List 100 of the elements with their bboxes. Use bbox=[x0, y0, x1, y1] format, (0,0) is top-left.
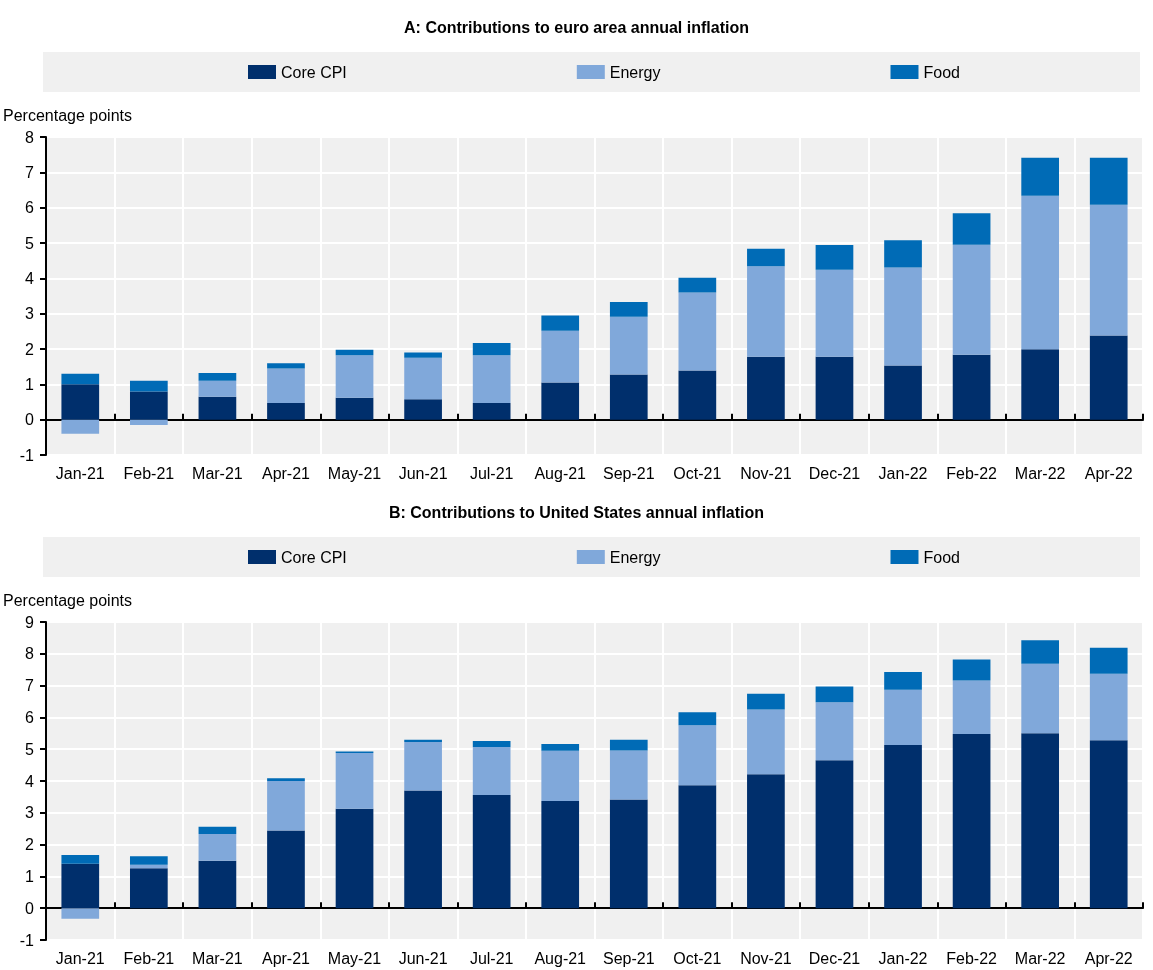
bar bbox=[884, 671, 922, 690]
bar bbox=[198, 373, 237, 381]
legend-label: Energy bbox=[609, 63, 661, 81]
bar bbox=[678, 785, 717, 909]
bar bbox=[61, 908, 100, 919]
bar bbox=[1089, 673, 1128, 741]
bar bbox=[678, 292, 717, 371]
bar bbox=[335, 355, 374, 398]
x-tick-label: Mar-22 bbox=[1014, 464, 1066, 482]
x-tick-label: Feb-22 bbox=[946, 464, 998, 482]
bar bbox=[472, 740, 511, 747]
y-tick-label: 5 bbox=[25, 234, 35, 252]
bar bbox=[815, 702, 854, 761]
bar bbox=[747, 774, 785, 909]
x-tick-label: May-21 bbox=[327, 464, 382, 482]
x-tick-label: Oct-21 bbox=[673, 464, 722, 482]
bar bbox=[1021, 640, 1060, 664]
bar bbox=[472, 355, 511, 404]
bar bbox=[815, 245, 854, 270]
bar bbox=[335, 753, 374, 809]
x-tick-label: Jun-21 bbox=[398, 464, 448, 482]
x-tick-label: Aug-21 bbox=[534, 949, 587, 967]
bar bbox=[404, 357, 442, 400]
bar bbox=[884, 240, 922, 268]
bar bbox=[472, 403, 511, 420]
bar bbox=[609, 750, 648, 800]
bar bbox=[267, 363, 305, 369]
bar bbox=[1089, 204, 1128, 336]
bar bbox=[884, 267, 922, 366]
bar bbox=[198, 860, 237, 909]
bar bbox=[1021, 733, 1060, 909]
chart-title: B: Contributions to United States annual inflation bbox=[388, 503, 765, 521]
bar bbox=[267, 368, 305, 404]
y-tick-label: 7 bbox=[25, 677, 35, 695]
bar bbox=[335, 397, 374, 420]
x-tick-label: Feb-21 bbox=[123, 949, 175, 967]
bar bbox=[404, 352, 442, 358]
bar bbox=[884, 689, 922, 746]
bar bbox=[815, 760, 854, 909]
legend-label: Core CPI bbox=[281, 548, 347, 566]
legend-label: Energy bbox=[609, 548, 661, 566]
bar bbox=[815, 269, 854, 357]
bar bbox=[678, 370, 717, 420]
bar bbox=[1021, 195, 1060, 350]
bar bbox=[541, 315, 580, 331]
y-tick-label: 0 bbox=[25, 411, 35, 429]
bar bbox=[541, 382, 580, 420]
bar bbox=[1089, 335, 1128, 420]
bar bbox=[1089, 647, 1128, 674]
bar bbox=[609, 316, 648, 375]
y-tick-label: 6 bbox=[25, 199, 35, 217]
bar bbox=[335, 808, 374, 909]
bar bbox=[1021, 663, 1060, 734]
bar bbox=[129, 391, 168, 420]
y-tick-label: 5 bbox=[25, 740, 35, 758]
bar bbox=[952, 213, 991, 245]
bar bbox=[815, 686, 854, 703]
x-tick-label: Dec-21 bbox=[808, 464, 861, 482]
bar bbox=[609, 799, 648, 909]
bar bbox=[884, 745, 922, 909]
bar bbox=[541, 330, 580, 383]
legend-label: Food bbox=[923, 63, 960, 81]
bar bbox=[472, 794, 511, 909]
y-tick-label: 3 bbox=[25, 305, 35, 323]
x-tick-label: Jul-21 bbox=[469, 464, 514, 482]
bar bbox=[198, 826, 237, 835]
x-tick-label: Mar-22 bbox=[1014, 949, 1066, 967]
bar bbox=[267, 781, 305, 831]
x-tick-label: Jan-22 bbox=[878, 949, 928, 967]
x-tick-label: Feb-21 bbox=[123, 464, 175, 482]
x-tick-label: Jun-21 bbox=[398, 949, 448, 967]
bar bbox=[678, 725, 717, 786]
y-tick-label: 2 bbox=[25, 340, 35, 358]
x-tick-label: Mar-21 bbox=[192, 949, 243, 967]
x-tick-label: Mar-21 bbox=[192, 464, 243, 482]
bar bbox=[267, 830, 305, 909]
chart-title: A: Contributions to euro area annual inflation bbox=[404, 18, 749, 36]
y-tick-label: 3 bbox=[25, 804, 35, 822]
x-tick-label: Nov-21 bbox=[740, 949, 792, 967]
bar bbox=[472, 342, 511, 356]
y-tick-label: 6 bbox=[25, 708, 35, 726]
bar bbox=[61, 855, 100, 864]
bar bbox=[747, 356, 785, 420]
bar bbox=[609, 374, 648, 420]
bar bbox=[952, 733, 991, 909]
x-tick-label: Jan-21 bbox=[55, 464, 105, 482]
bar bbox=[404, 399, 442, 420]
bar bbox=[129, 419, 168, 425]
bar bbox=[1021, 157, 1060, 196]
y-tick-label: 1 bbox=[25, 867, 35, 885]
y-tick-label: 9 bbox=[25, 613, 35, 631]
bar bbox=[1021, 349, 1060, 420]
y-axis-title: Percentage points bbox=[3, 106, 132, 124]
x-tick-label: Apr-21 bbox=[261, 464, 311, 482]
x-tick-label: Dec-21 bbox=[808, 949, 861, 967]
x-tick-label: Apr-21 bbox=[261, 949, 311, 967]
x-tick-label: Apr-22 bbox=[1084, 949, 1133, 967]
x-tick-label: Sep-21 bbox=[602, 949, 655, 967]
y-tick-label: 0 bbox=[25, 899, 35, 917]
bar bbox=[747, 248, 785, 267]
